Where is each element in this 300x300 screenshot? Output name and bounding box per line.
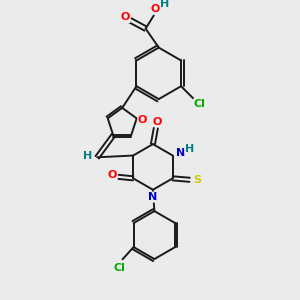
Text: O: O bbox=[153, 117, 162, 127]
Text: N: N bbox=[148, 192, 157, 202]
Text: N: N bbox=[176, 148, 185, 158]
Text: H: H bbox=[160, 0, 170, 9]
Text: O: O bbox=[107, 169, 117, 179]
Text: O: O bbox=[151, 4, 160, 14]
Text: H: H bbox=[83, 151, 92, 161]
Text: S: S bbox=[193, 175, 201, 185]
Text: H: H bbox=[185, 144, 194, 154]
Text: Cl: Cl bbox=[114, 262, 125, 272]
Text: O: O bbox=[121, 13, 130, 22]
Text: O: O bbox=[138, 115, 147, 125]
Text: Cl: Cl bbox=[194, 99, 206, 109]
